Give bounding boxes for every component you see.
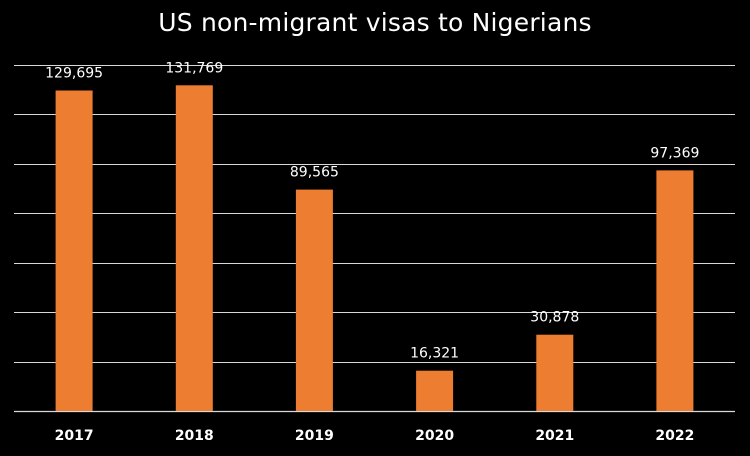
x-axis-ticks: 2017 2018 2019 2020 2021 2022 (55, 428, 695, 444)
x-tick-label-2022: 2022 (655, 428, 694, 444)
bar-2020 (416, 370, 454, 411)
data-label-2021: 30,878 (530, 310, 579, 326)
data-label-2022: 97,369 (650, 145, 699, 161)
bar-2018 (175, 85, 213, 412)
data-label-2018: 131,769 (165, 60, 223, 76)
bar-2017 (55, 90, 93, 411)
x-tick-label-2020: 2020 (415, 428, 454, 444)
x-tick-label-2021: 2021 (535, 428, 574, 444)
x-tick-label-2018: 2018 (175, 428, 214, 444)
chart-title: US non-migrant visas to Nigerians (158, 8, 592, 37)
data-label-2020: 16,321 (410, 346, 459, 362)
bar-2019 (295, 189, 333, 411)
gridlines (14, 65, 735, 413)
bar-2022 (656, 170, 694, 411)
x-tick-label-2019: 2019 (295, 428, 334, 444)
data-label-2019: 89,565 (290, 165, 339, 181)
bar-2021 (536, 334, 574, 411)
data-label-2017: 129,695 (45, 66, 103, 82)
x-tick-label-2017: 2017 (55, 428, 94, 444)
value-labels: 129,695 131,769 89,565 16,321 30,878 97,369 (45, 60, 699, 361)
bars (55, 85, 694, 412)
